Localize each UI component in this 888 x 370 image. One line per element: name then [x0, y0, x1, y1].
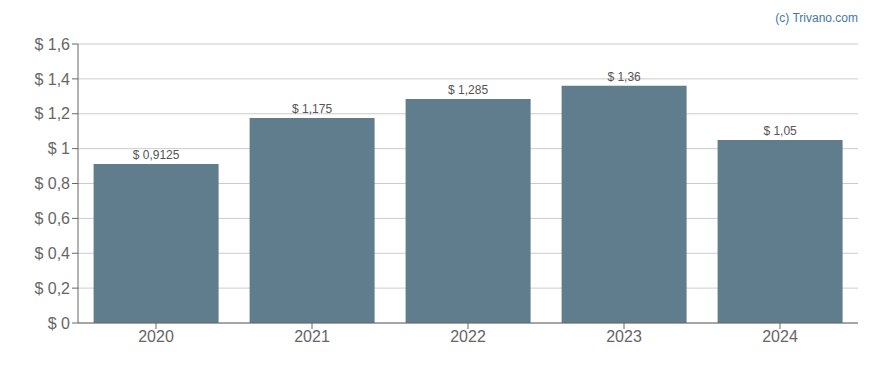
svg-text:2020: 2020 — [138, 328, 174, 345]
svg-text:$ 1,05: $ 1,05 — [763, 124, 797, 138]
svg-text:$ 1,175: $ 1,175 — [292, 102, 332, 116]
svg-text:2021: 2021 — [294, 328, 330, 345]
svg-text:2022: 2022 — [450, 328, 486, 345]
svg-text:$ 0,8: $ 0,8 — [34, 175, 70, 192]
html-text:(c) Trivano.com: (c) Trivano.com — [775, 11, 858, 25]
svg-text:$ 0,2: $ 0,2 — [34, 280, 70, 297]
svg-text:2023: 2023 — [606, 328, 642, 345]
svg-text:$ 0,9125: $ 0,9125 — [133, 148, 180, 162]
svg-text:$ 1: $ 1 — [48, 140, 70, 157]
svg-text:$ 1,36: $ 1,36 — [607, 70, 641, 84]
svg-text:2024: 2024 — [762, 328, 798, 345]
svg-text:$ 1,2: $ 1,2 — [34, 105, 70, 122]
svg-text:$ 0: $ 0 — [48, 315, 70, 332]
svg-text:$ 0,4: $ 0,4 — [34, 245, 70, 262]
svg-text:$ 1,285: $ 1,285 — [448, 83, 488, 97]
svg-text:$ 0,6: $ 0,6 — [34, 210, 70, 227]
svg-text:$ 1,6: $ 1,6 — [34, 36, 70, 53]
svg-text:$ 1,4: $ 1,4 — [34, 71, 70, 88]
